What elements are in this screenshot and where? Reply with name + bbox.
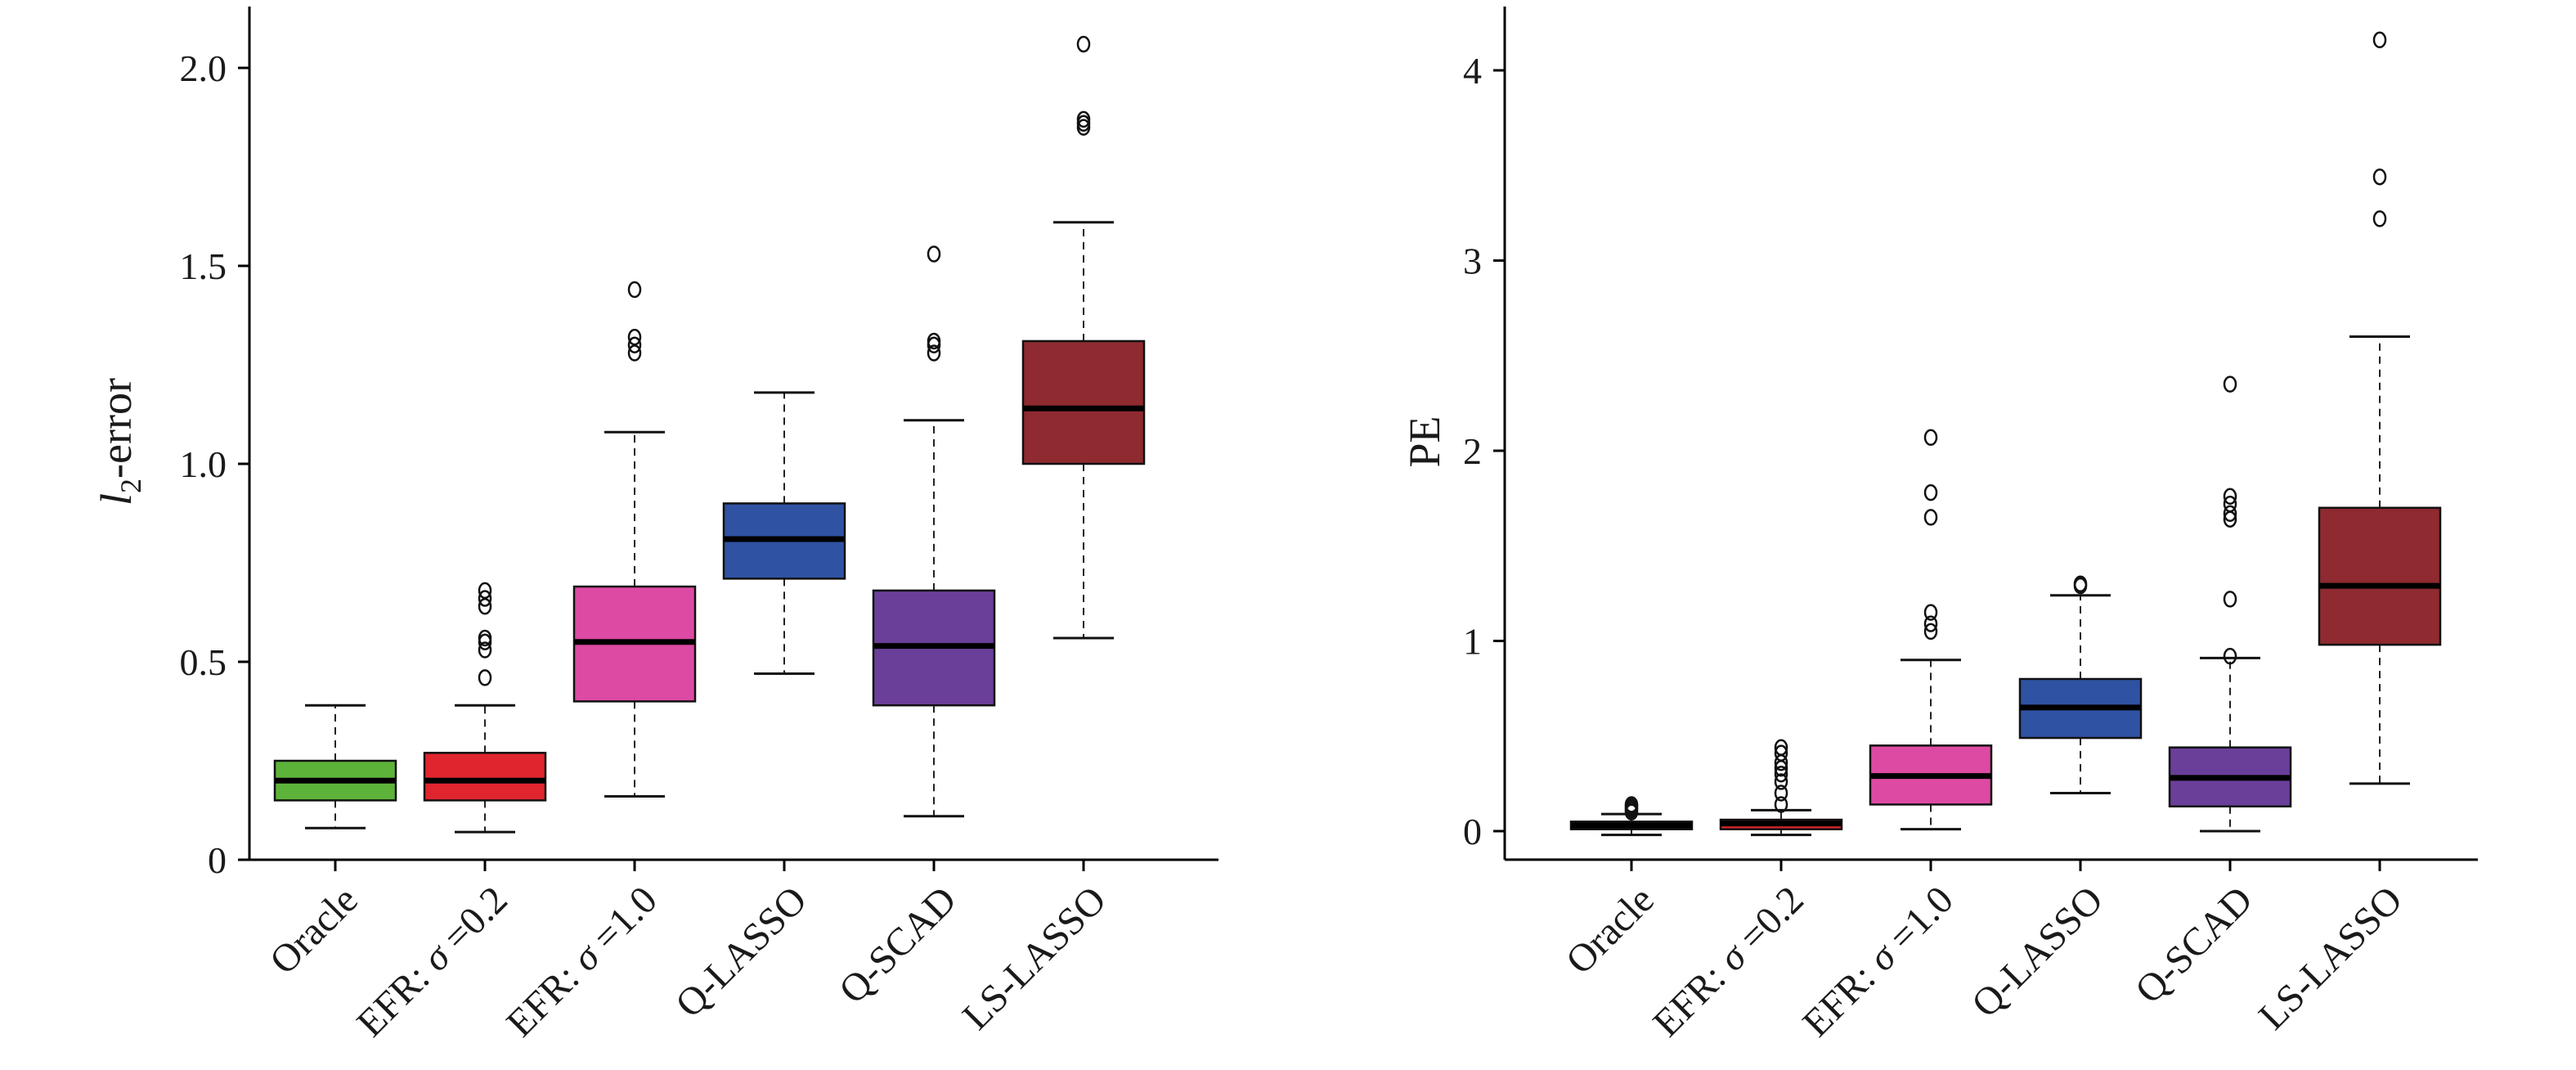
x-tick-label: EFR: σ =0.2 [348, 878, 515, 1045]
x-tick-label: Q-LASSO [667, 878, 815, 1026]
outlier-point [2223, 647, 2237, 665]
outlier-point [1923, 429, 1938, 446]
y-tick-label: 2 [1463, 430, 1482, 472]
box-q-scad [2168, 375, 2292, 833]
outlier-point [1774, 739, 1788, 756]
outlier-point [1923, 483, 1938, 501]
outlier-point [627, 281, 642, 299]
outlier-point [478, 597, 492, 615]
x-tick-label: LS-LASSO [2251, 878, 2411, 1038]
outlier-point [1774, 773, 1788, 790]
x-tick-label: LS-LASSO [954, 878, 1115, 1038]
outlier-point [1774, 785, 1788, 802]
outlier-point [2223, 505, 2237, 522]
outlier-point [478, 582, 492, 600]
outlier-point [927, 245, 941, 263]
iqr-box [423, 752, 547, 802]
outlier-point [1624, 796, 1639, 813]
outlier-point [2223, 375, 2237, 393]
y-tick-label: 4 [1463, 50, 1482, 92]
box-efr-0-2 [1719, 739, 1843, 837]
outlier-point [2372, 168, 2387, 186]
outlier-point [478, 669, 492, 686]
box-q-lasso [2018, 575, 2143, 794]
y-tick-label: 1 [1463, 621, 1482, 663]
outlier-point [1923, 509, 1938, 526]
x-tick-label: EFR: σ =1.0 [498, 878, 665, 1045]
y-tick-label: 2.0 [180, 47, 227, 89]
outlier-point [1774, 744, 1788, 762]
outlier-point [2372, 210, 2387, 227]
x-tick-label: Oracle [1558, 878, 1663, 982]
outlier-point [478, 641, 492, 659]
iqr-box [1021, 339, 1146, 465]
x-tick-label: Q-LASSO [1963, 878, 2112, 1026]
outlier-point [1923, 623, 1938, 641]
box-efr-1-0 [572, 281, 697, 798]
box-oracle [273, 704, 397, 829]
outlier-point [2073, 575, 2088, 592]
outlier-point [2223, 495, 2237, 513]
x-tick-label: EFR: σ =0.2 [1645, 878, 1811, 1045]
y-tick-label: 0 [1463, 811, 1482, 852]
x-tick-label: EFR: σ =1.0 [1794, 878, 1961, 1045]
outlier-point [478, 590, 492, 607]
outlier-point [627, 336, 642, 354]
outlier-point [2372, 31, 2387, 49]
y-axis-label: PE [1400, 416, 1449, 467]
y-tick-label: 0.5 [180, 641, 227, 683]
outlier-point [1076, 35, 1091, 53]
outlier-point [1076, 110, 1091, 128]
outlier-point [627, 344, 642, 362]
outlier-point [927, 344, 941, 362]
box-efr-0-2 [423, 582, 547, 834]
outlier-point [2223, 591, 2237, 608]
outlier-point [1923, 604, 1938, 621]
outlier-point [1774, 766, 1788, 783]
y-axis-label: l2-error [92, 378, 147, 506]
y-tick-label: 1.0 [180, 443, 227, 485]
box-q-scad [872, 245, 996, 818]
y-tick-label: 3 [1463, 241, 1482, 282]
y-tick-label: 0 [208, 839, 227, 881]
outlier-point [927, 332, 941, 350]
outlier-point [2223, 488, 2237, 506]
x-tick-label: Q-SCAD [831, 878, 965, 1012]
x-tick-label: Oracle [262, 878, 366, 982]
box-oracle [1569, 796, 1694, 837]
box-ls-lasso [1021, 35, 1146, 640]
box-ls-lasso [2318, 31, 2442, 785]
box-q-lasso [722, 391, 846, 676]
outlier-point [1774, 796, 1788, 813]
outlier-point [627, 328, 642, 346]
x-tick-label: Q-SCAD [2127, 878, 2261, 1012]
outlier-point [478, 629, 492, 647]
y-tick-label: 1.5 [180, 245, 227, 287]
outlier-point [1923, 615, 1938, 632]
box-efr-1-0 [1869, 429, 1993, 831]
iqr-box [2318, 506, 2442, 646]
